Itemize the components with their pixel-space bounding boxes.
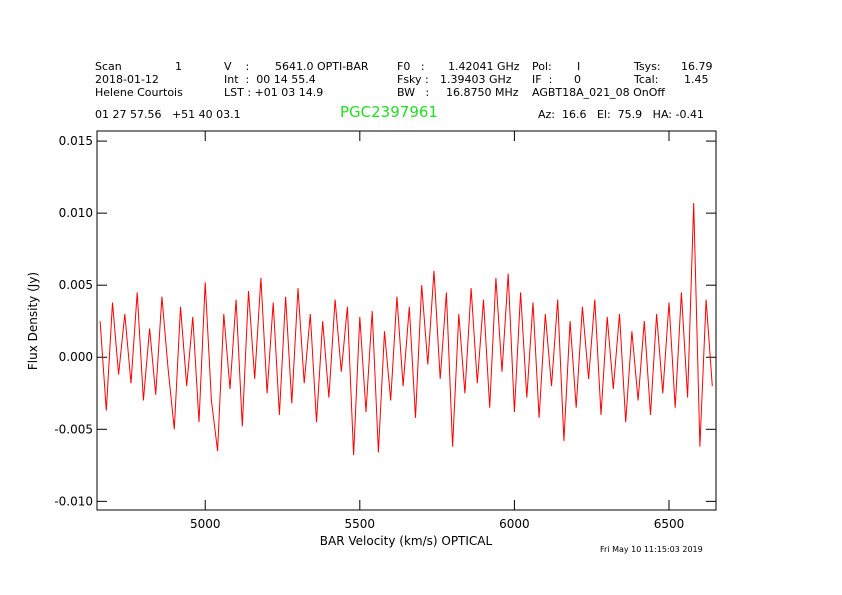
timestamp: Fri May 10 11:15:03 2019: [600, 545, 703, 554]
y-tick-label: 0.005: [59, 278, 93, 292]
header-text: F0 :: [397, 60, 425, 73]
x-tick-label: 6500: [654, 517, 685, 531]
y-tick-label: 0.010: [59, 206, 93, 220]
x-tick-label: 5000: [190, 517, 221, 531]
header-text: 1.45: [684, 73, 709, 86]
header-text: 16.79: [681, 60, 713, 73]
header-text: 0: [574, 73, 581, 86]
x-tick-label: 6000: [499, 517, 530, 531]
spectrum-line: [99, 203, 713, 456]
header-text: V :: [224, 60, 249, 73]
header-text: Scan: [95, 60, 122, 73]
x-tick-label: 5500: [345, 517, 376, 531]
header-text: Helene Courtois: [95, 86, 183, 99]
header-text: 2018-01-12: [95, 73, 159, 86]
header-text: Tsys:: [633, 60, 661, 73]
header-text: 01 27 57.56 +51 40 03.1: [95, 108, 241, 121]
chart-title: PGC2397961: [340, 103, 438, 121]
plot-frame: [96, 130, 717, 511]
header-text: LST : +01 03 14.9: [224, 86, 323, 99]
header-text: 16.8750 MHz: [446, 86, 519, 99]
header-text: 1.42041 GHz: [448, 60, 520, 73]
header-text: AGBT18A_021_08 OnOff: [532, 86, 665, 99]
y-tick-label: 0.000: [59, 350, 93, 364]
header-text: 1.39403 GHz: [440, 73, 512, 86]
y-tick-label: -0.010: [54, 494, 93, 508]
header-text: Tcal:: [633, 73, 658, 86]
header-text: Fsky :: [397, 73, 429, 86]
header-text: IF :: [532, 73, 552, 86]
y-tick-label: 0.015: [59, 134, 93, 148]
header-text: 5641.0 OPTI-BAR: [275, 60, 369, 73]
y-tick-label: -0.005: [54, 422, 93, 436]
y-axis-label: Flux Density (Jy): [26, 272, 40, 370]
header-text: Pol:: [532, 60, 552, 73]
x-axis-label: BAR Velocity (km/s) OPTICAL: [320, 534, 493, 548]
header-text: Int : 00 14 55.4: [224, 73, 316, 86]
header-text: I: [577, 60, 580, 73]
header-text: 1: [175, 60, 182, 73]
header-text: BW :: [397, 86, 429, 99]
header-text: Az: 16.6 El: 75.9 HA: -0.41: [538, 108, 704, 121]
